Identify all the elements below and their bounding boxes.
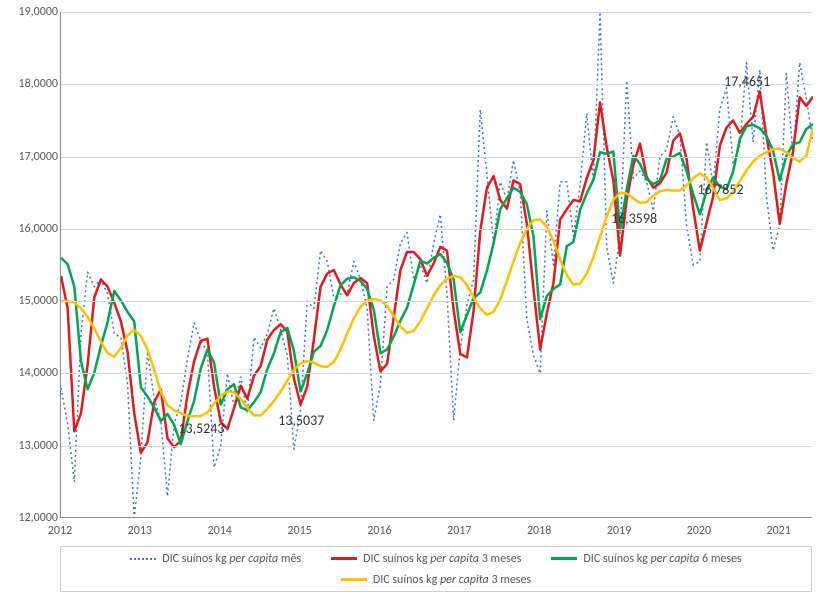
gridline-h [61, 373, 812, 374]
y-tick-label: 12,0000 [4, 511, 58, 525]
legend-item-6m: DIC suínos kg per capita 6 meses [551, 552, 741, 566]
legend-swatch [331, 557, 357, 560]
gridline-h [61, 84, 812, 85]
x-tick-label: 2020 [687, 524, 711, 538]
legend-swatch [130, 558, 156, 560]
legend-swatch [551, 557, 577, 560]
annotation: 17,4651 [724, 73, 770, 90]
chart-container: DIC suínos kg per capita mês DIC suínos k… [0, 0, 820, 596]
x-tick-label: 2015 [287, 524, 311, 538]
legend-swatch [341, 578, 367, 581]
plot-area [60, 12, 812, 518]
legend-label: DIC suínos kg per capita mês [162, 552, 301, 566]
legend-item-3m_yellow: DIC suínos kg per capita 3 meses [341, 573, 531, 587]
y-tick-label: 18,0000 [4, 77, 58, 91]
y-tick-label: 16,0000 [4, 222, 58, 236]
legend-label: DIC suínos kg per capita 3 meses [373, 573, 531, 587]
annotation: 13,5037 [278, 412, 324, 429]
annotation: 13,5243 [178, 420, 224, 437]
x-tick-label: 2013 [128, 524, 152, 538]
annotation: 16,3598 [611, 210, 657, 227]
x-tick-label: 2019 [607, 524, 631, 538]
x-tick-label: 2018 [527, 524, 551, 538]
gridline-h [61, 446, 812, 447]
y-tick-label: 17,0000 [4, 150, 58, 164]
legend-label: DIC suínos kg per capita 6 meses [583, 552, 741, 566]
legend: DIC suínos kg per capita mês DIC suínos k… [60, 546, 812, 592]
y-tick-label: 14,0000 [4, 366, 58, 380]
gridline-h [61, 301, 812, 302]
legend-item-mes: DIC suínos kg per capita mês [130, 552, 301, 566]
series-mes [61, 12, 813, 518]
series-3m_red [61, 92, 813, 453]
legend-label: DIC suínos kg per capita 3 meses [363, 552, 521, 566]
y-tick-label: 15,0000 [4, 294, 58, 308]
legend-item-3m_red: DIC suínos kg per capita 3 meses [331, 552, 521, 566]
gridline-h [61, 229, 812, 230]
gridline-h [61, 157, 812, 158]
x-tick-label: 2014 [208, 524, 232, 538]
x-tick-label: 2012 [48, 524, 72, 538]
chart-svg [61, 12, 813, 518]
annotation: 16,7852 [697, 181, 743, 198]
x-tick-label: 2017 [447, 524, 471, 538]
gridline-h [61, 12, 812, 13]
y-tick-label: 19,0000 [4, 5, 58, 19]
y-tick-label: 13,0000 [4, 439, 58, 453]
x-tick-label: 2016 [367, 524, 391, 538]
x-tick-label: 2021 [767, 524, 791, 538]
